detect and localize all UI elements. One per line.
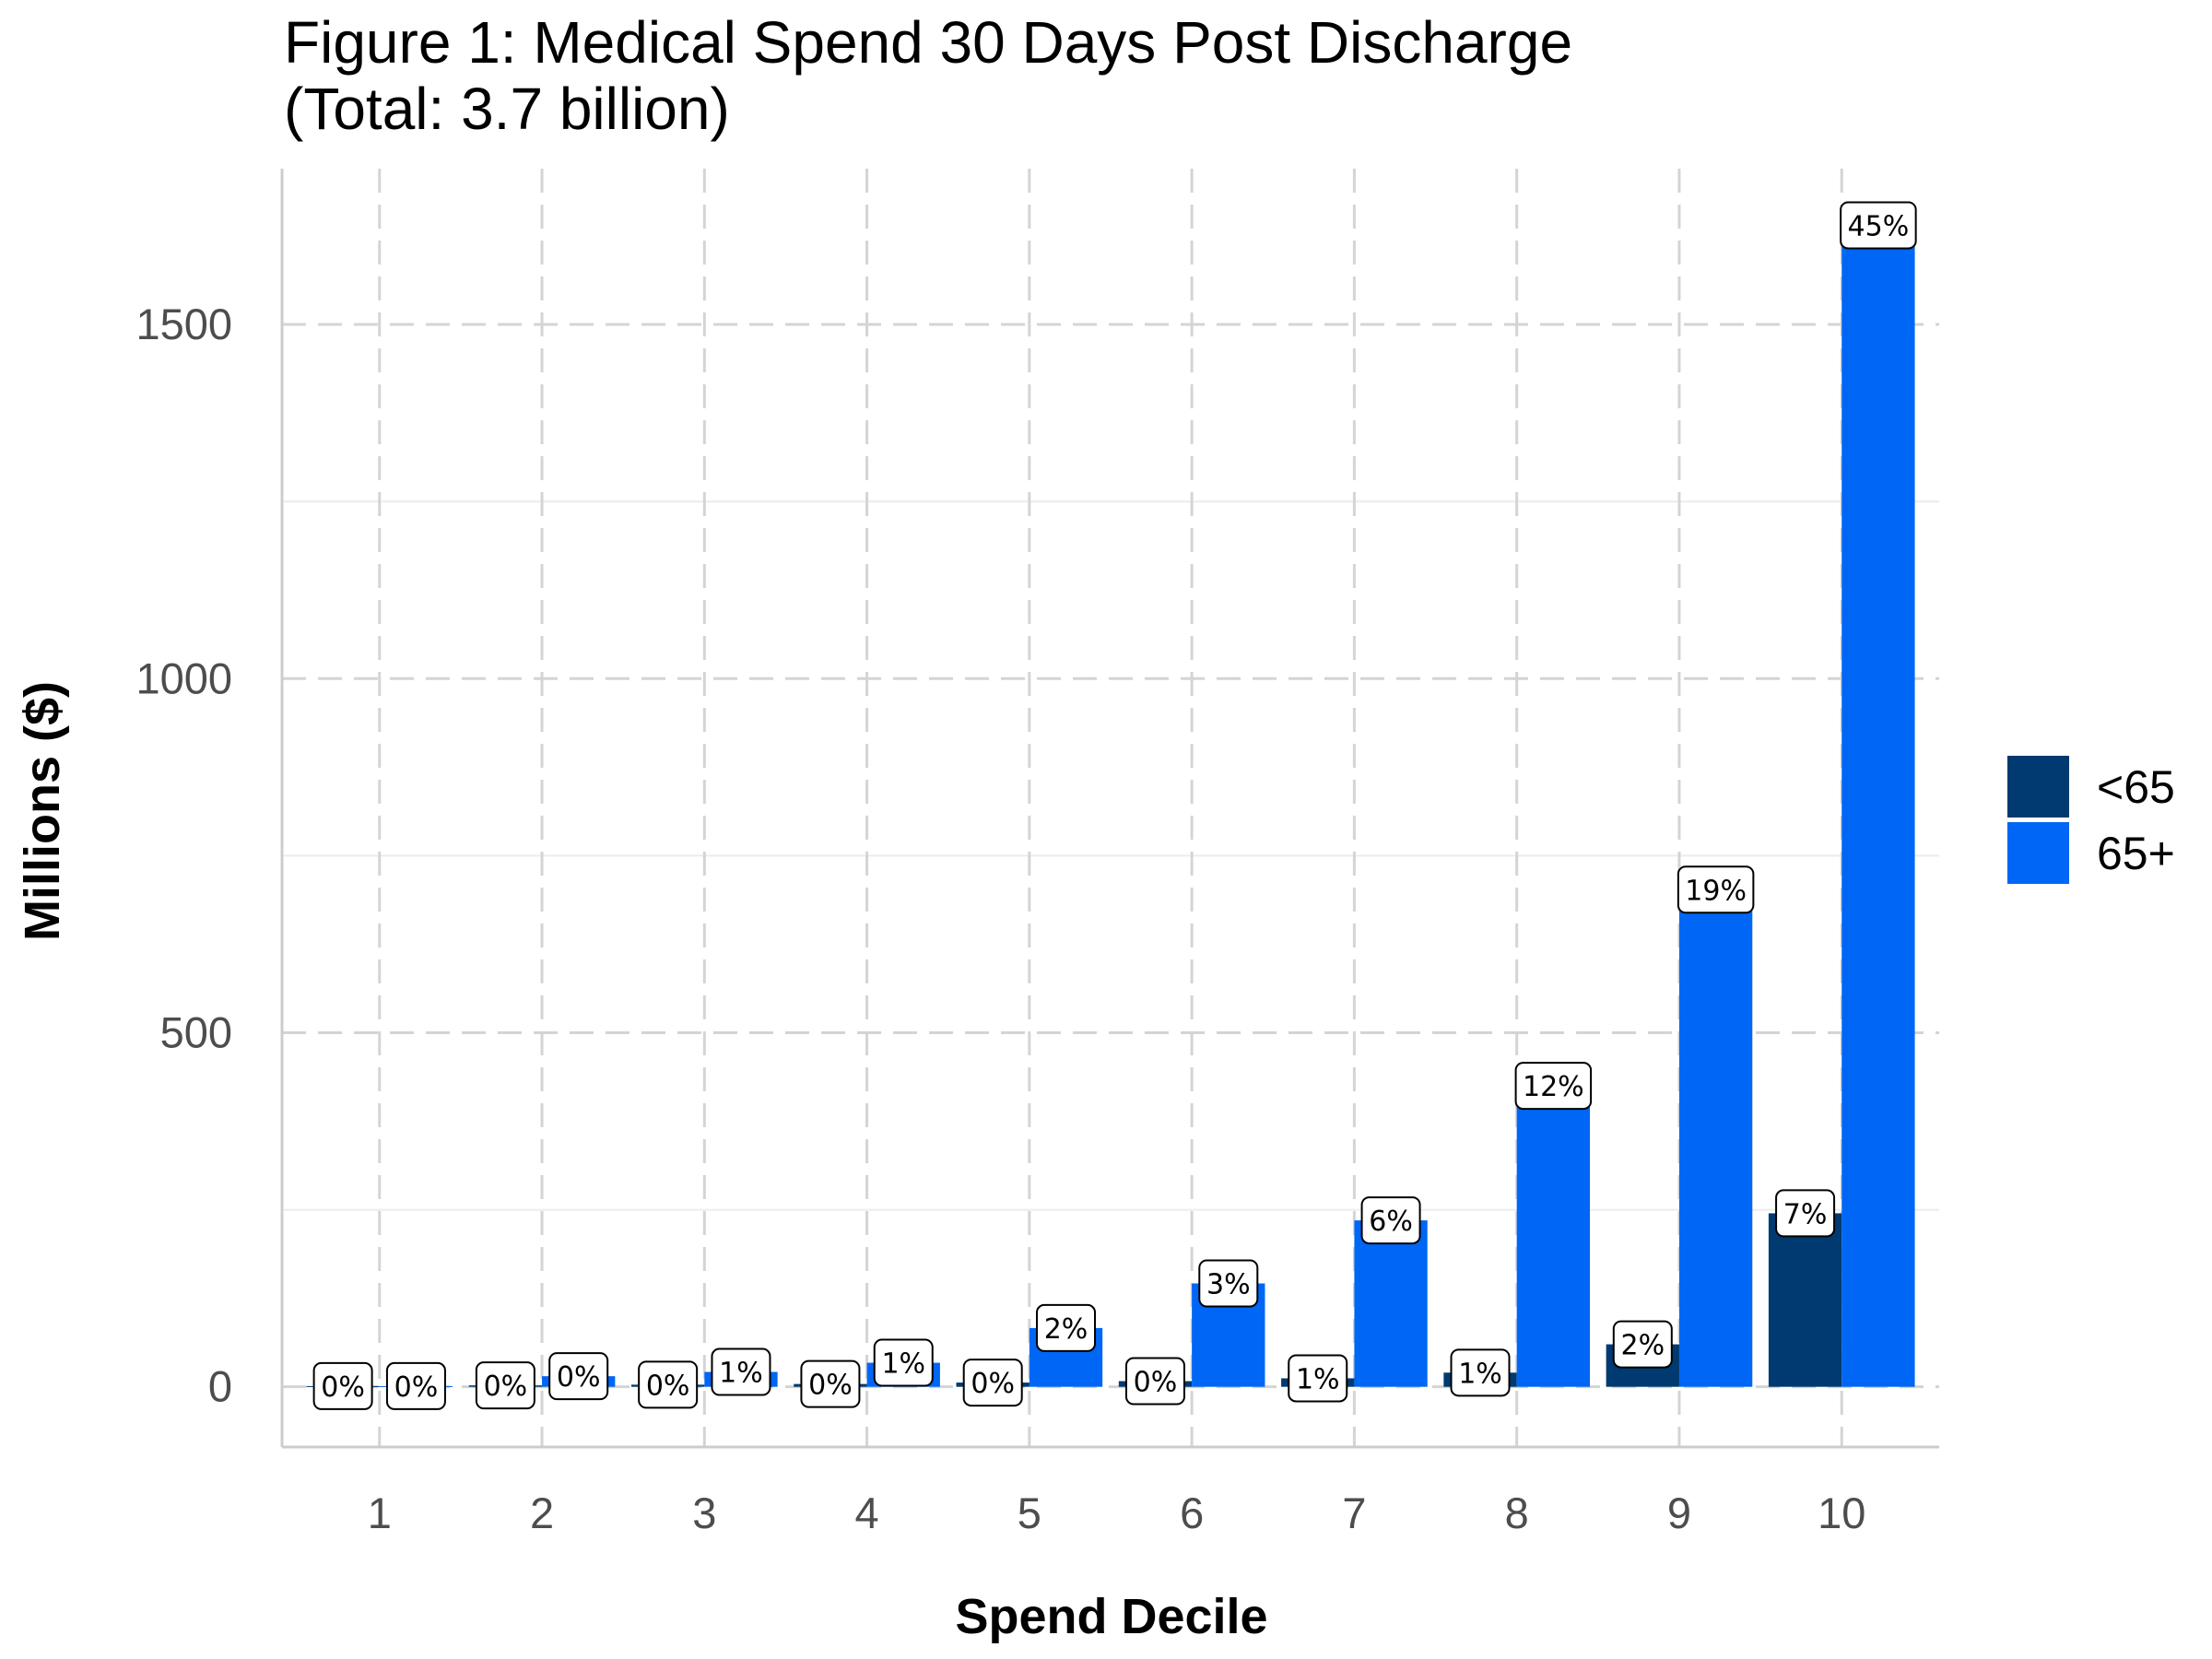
data-label: 0% — [385, 1361, 446, 1410]
data-label-text: 0% — [1134, 1367, 1178, 1399]
data-label-text: 1% — [719, 1358, 763, 1390]
data-label: 12% — [1514, 1062, 1593, 1111]
data-label-text: 2% — [1044, 1313, 1088, 1346]
x-tick-label: 5 — [1018, 1488, 1041, 1537]
data-label: 2% — [1036, 1303, 1097, 1352]
legend-label: 65+ — [2097, 828, 2175, 879]
axis-layer: 0 500 1000 1500 1 2 3 4 5 6 7 8 9 10 — [135, 169, 1939, 1537]
x-tick-label: 7 — [1342, 1488, 1366, 1537]
y-tick-label: 500 — [160, 1007, 232, 1056]
data-label-box — [385, 1361, 446, 1410]
data-label-box — [1288, 1354, 1348, 1403]
data-label-text: 0% — [557, 1361, 601, 1394]
data-label-text: 1% — [1458, 1358, 1502, 1390]
data-label-box — [548, 1352, 609, 1401]
data-label: 0% — [475, 1361, 535, 1410]
data-label: 0% — [312, 1361, 373, 1410]
data-label-text: 0% — [321, 1371, 365, 1404]
data-label: 3% — [1198, 1259, 1259, 1308]
y-axis-title: Millions ($) — [15, 681, 70, 941]
data-label-box — [800, 1359, 861, 1408]
data-label: 45% — [1840, 201, 1917, 250]
y-tick-label: 0 — [208, 1362, 232, 1411]
legend-swatch — [2007, 756, 2069, 818]
x-tick-label: 6 — [1180, 1488, 1204, 1537]
data-label: 1% — [1450, 1348, 1511, 1397]
data-label-text: 45% — [1848, 210, 1910, 242]
x-tick-label: 9 — [1667, 1488, 1691, 1537]
data-label: 6% — [1360, 1196, 1421, 1245]
data-label-box — [1450, 1348, 1511, 1397]
data-label-box — [1612, 1320, 1673, 1369]
bar-65-plus — [1841, 225, 1915, 1387]
data-label-box — [1198, 1259, 1259, 1308]
x-tick-label: 10 — [1818, 1488, 1865, 1537]
y-tick-label: 1500 — [135, 300, 232, 348]
data-label-text: 19% — [1685, 875, 1747, 907]
data-label-text: 12% — [1523, 1071, 1584, 1103]
data-label: 0% — [548, 1352, 609, 1401]
x-tick-label: 8 — [1505, 1488, 1529, 1537]
x-tick-label: 3 — [692, 1488, 716, 1537]
data-label: 1% — [873, 1338, 934, 1387]
data-label-text: 0% — [394, 1371, 439, 1404]
bar-65-plus — [1516, 1086, 1591, 1387]
data-label-text: 1% — [1296, 1363, 1340, 1395]
data-label-box — [638, 1360, 699, 1409]
data-label-text: 3% — [1206, 1268, 1251, 1300]
data-label-layer: 0% 0% 0% 0% 0% 0% 1% 1% 2% 7% 0% 0% 1% 1% 2% 3% 6% 12% 19%… — [312, 201, 1917, 1410]
bar-layer — [306, 225, 1915, 1387]
data-label-text: 7% — [1783, 1198, 1828, 1230]
data-label: 0% — [638, 1360, 699, 1409]
legend-label: <65 — [2097, 761, 2175, 813]
data-label-box — [1360, 1196, 1421, 1245]
bar-65-plus — [1354, 1220, 1428, 1387]
data-label-text: 6% — [1369, 1206, 1413, 1238]
x-tick-label: 1 — [368, 1488, 392, 1537]
bar-under-65 — [1768, 1213, 1842, 1387]
data-label: 0% — [962, 1359, 1023, 1407]
data-label: 7% — [1775, 1189, 1836, 1238]
data-label-text: 0% — [646, 1370, 690, 1402]
data-label-box — [1514, 1062, 1593, 1111]
y-tick-label: 1000 — [135, 653, 232, 702]
data-label-box — [312, 1361, 373, 1410]
data-label: 19% — [1677, 865, 1755, 914]
data-label-box — [475, 1361, 535, 1410]
legend-swatch — [2007, 822, 2069, 884]
data-label: 0% — [800, 1359, 861, 1408]
chart-subtitle: (Total: 3.7 billion) — [284, 76, 730, 142]
data-label-text: 1% — [881, 1348, 925, 1381]
data-label: 1% — [711, 1347, 771, 1396]
bar-65-plus — [1678, 889, 1753, 1387]
data-label: 0% — [1124, 1357, 1185, 1406]
data-label-text: 2% — [1621, 1330, 1665, 1362]
data-label-box — [1036, 1303, 1097, 1352]
data-label-text: 0% — [808, 1370, 853, 1402]
data-label-text: 0% — [971, 1368, 1015, 1400]
data-label-box — [1677, 865, 1755, 914]
data-label-box — [1840, 201, 1917, 250]
data-label-box — [1775, 1189, 1836, 1238]
data-label-box — [711, 1347, 771, 1396]
data-label: 2% — [1612, 1320, 1673, 1369]
data-label-box — [962, 1359, 1023, 1407]
x-axis-title: Spend Decile — [955, 1589, 1267, 1644]
x-tick-label: 2 — [530, 1488, 554, 1537]
data-label-box — [873, 1338, 934, 1387]
chart-title: Figure 1: Medical Spend 30 Days Post Dis… — [284, 9, 1572, 76]
data-label-box — [1124, 1357, 1185, 1406]
data-label: 1% — [1288, 1354, 1348, 1403]
data-label-text: 0% — [484, 1371, 528, 1403]
x-tick-label: 4 — [855, 1488, 879, 1537]
